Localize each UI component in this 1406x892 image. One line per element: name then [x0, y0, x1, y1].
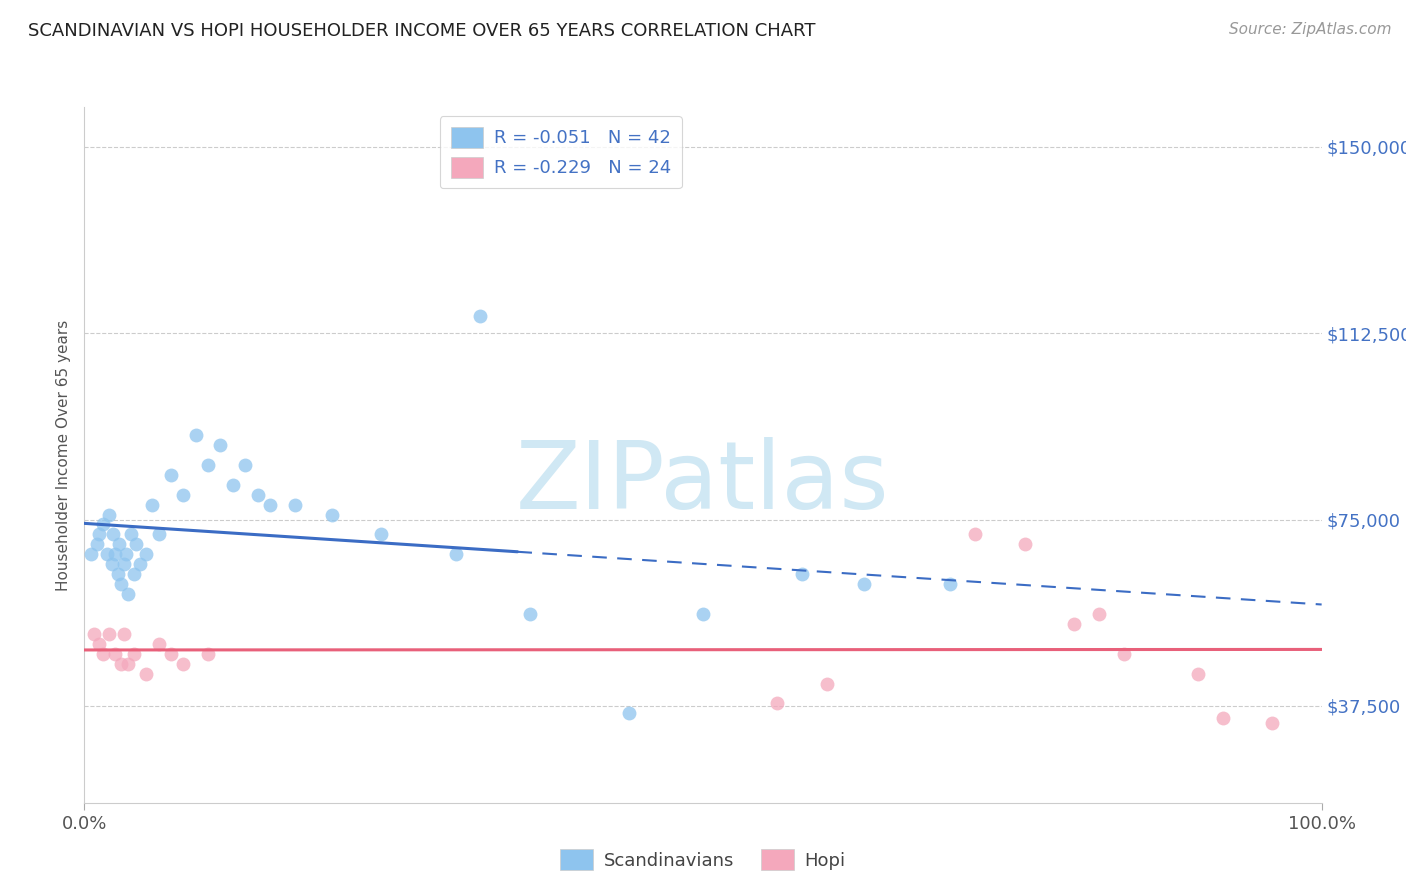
Point — [1261, 716, 1284, 731]
Point — [135, 547, 157, 561]
Point — [122, 647, 145, 661]
Point — [233, 458, 256, 472]
Point — [1212, 711, 1234, 725]
Point — [197, 458, 219, 472]
Point — [107, 567, 129, 582]
Point — [692, 607, 714, 621]
Point — [184, 428, 207, 442]
Point — [246, 488, 269, 502]
Point — [122, 567, 145, 582]
Legend: Scandinavians, Hopi: Scandinavians, Hopi — [553, 842, 853, 877]
Point — [209, 438, 232, 452]
Point — [766, 697, 789, 711]
Point — [148, 637, 170, 651]
Point — [98, 508, 121, 522]
Point — [108, 537, 131, 551]
Point — [115, 547, 138, 561]
Point — [96, 547, 118, 561]
Y-axis label: Householder Income Over 65 years: Householder Income Over 65 years — [56, 319, 72, 591]
Point — [89, 527, 111, 541]
Point — [172, 488, 194, 502]
Point — [89, 637, 111, 651]
Point — [91, 647, 114, 661]
Point — [197, 647, 219, 661]
Point — [125, 537, 148, 551]
Point — [1112, 647, 1135, 661]
Point — [519, 607, 541, 621]
Point — [98, 627, 121, 641]
Point — [284, 498, 307, 512]
Point — [965, 527, 987, 541]
Point — [104, 647, 127, 661]
Point — [110, 657, 132, 671]
Point — [1014, 537, 1036, 551]
Point — [939, 577, 962, 591]
Point — [100, 558, 122, 572]
Point — [222, 477, 245, 491]
Point — [259, 498, 281, 512]
Point — [470, 309, 492, 323]
Point — [141, 498, 163, 512]
Point — [370, 527, 392, 541]
Point — [172, 657, 194, 671]
Point — [101, 527, 124, 541]
Point — [1063, 616, 1085, 631]
Point — [135, 666, 157, 681]
Point — [148, 527, 170, 541]
Point — [117, 657, 139, 671]
Point — [160, 467, 183, 482]
Point — [86, 537, 108, 551]
Point — [852, 577, 875, 591]
Point — [321, 508, 343, 522]
Point — [104, 547, 127, 561]
Point — [129, 558, 152, 572]
Point — [120, 527, 142, 541]
Text: SCANDINAVIAN VS HOPI HOUSEHOLDER INCOME OVER 65 YEARS CORRELATION CHART: SCANDINAVIAN VS HOPI HOUSEHOLDER INCOME … — [28, 22, 815, 40]
Point — [91, 517, 114, 532]
Point — [117, 587, 139, 601]
Text: ZIPatlas: ZIPatlas — [516, 437, 890, 529]
Point — [112, 558, 135, 572]
Point — [815, 676, 838, 690]
Point — [617, 706, 640, 721]
Point — [790, 567, 813, 582]
Point — [160, 647, 183, 661]
Point — [110, 577, 132, 591]
Point — [112, 627, 135, 641]
Point — [83, 627, 105, 641]
Text: Source: ZipAtlas.com: Source: ZipAtlas.com — [1229, 22, 1392, 37]
Point — [444, 547, 467, 561]
Point — [1088, 607, 1111, 621]
Point — [79, 547, 101, 561]
Point — [1187, 666, 1209, 681]
